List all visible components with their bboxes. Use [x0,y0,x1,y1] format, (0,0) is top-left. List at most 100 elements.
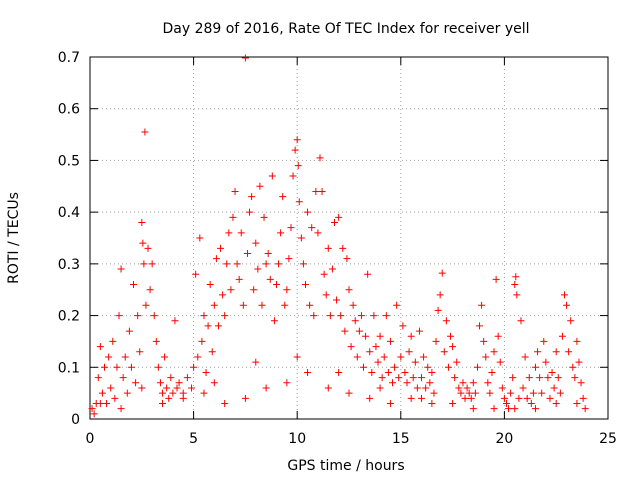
data-point [127,363,135,371]
data-point [239,301,247,309]
data-point [447,332,455,340]
data-point [285,255,293,263]
data-point [217,244,225,252]
data-point [449,399,457,407]
data-point [109,337,117,345]
data-point [544,374,552,382]
data-point [165,394,173,402]
data-point [96,399,104,407]
data-point [386,337,394,345]
data-point [169,389,177,397]
data-point [141,128,149,136]
data-point [453,358,461,366]
data-point [140,260,148,268]
data-point [156,379,164,387]
y-tick-label: 0.4 [58,205,80,221]
data-point [142,301,150,309]
plot-frame [89,56,609,420]
data-point [246,208,254,216]
data-point [550,384,558,392]
data-point [575,358,583,366]
data-point [531,363,539,371]
x-tick-label: 10 [288,431,306,447]
data-point [411,358,419,366]
data-point [571,374,579,382]
data-point [310,312,318,320]
data-point [438,269,446,277]
data-point [476,322,484,330]
data-point [256,182,264,190]
data-point [432,337,440,345]
data-point [243,250,251,258]
data-point [360,363,368,371]
data-point [529,389,537,397]
data-point [399,322,407,330]
data-point [430,389,438,397]
data-point [264,250,272,258]
data-point [345,286,353,294]
data-point [312,187,320,195]
data-point [179,394,187,402]
data-point [88,405,96,413]
x-tick-label: 20 [495,431,513,447]
data-point [287,224,295,232]
data-point [357,312,365,320]
data-point [119,374,127,382]
data-point [221,312,229,320]
data-point [424,363,432,371]
data-point [167,374,175,382]
data-point [279,193,287,201]
data-point [465,389,473,397]
data-point [552,399,560,407]
data-point [270,317,278,325]
data-point [517,317,525,325]
data-point [275,260,283,268]
data-point [393,301,401,309]
data-point [341,327,349,335]
data-point [335,213,343,221]
data-point [509,374,517,382]
data-point [422,384,430,392]
data-point [175,379,183,387]
data-point [418,374,426,382]
data-point [301,281,309,289]
data-point [349,301,357,309]
data-point [171,317,179,325]
y-tick-label: 0.6 [58,102,80,118]
data-point [210,301,218,309]
data-point [403,379,411,387]
data-point [511,281,519,289]
grid-lines [90,57,608,419]
data-point [531,405,539,413]
data-point [415,327,423,335]
data-point [161,353,169,361]
data-point [231,187,239,195]
data-point [546,394,554,402]
data-point [188,384,196,392]
data-point [556,389,564,397]
data-point [121,353,129,361]
data-point [194,353,202,361]
data-point [123,389,131,397]
data-point [451,374,459,382]
data-point [488,368,496,376]
data-point [498,384,506,392]
data-point [281,301,289,309]
data-point [113,363,121,371]
data-point [511,405,519,413]
data-point [525,374,533,382]
data-point [318,187,326,195]
data-point [241,54,249,62]
x-tick-label: 5 [189,431,198,447]
data-point [200,312,208,320]
data-point [248,193,256,201]
data-point [536,374,544,382]
data-point [105,353,113,361]
data-point [144,244,152,252]
data-point [136,348,144,356]
data-point [294,162,302,170]
data-point [480,337,488,345]
data-point [306,301,314,309]
data-point [401,368,409,376]
data-point [304,208,312,216]
